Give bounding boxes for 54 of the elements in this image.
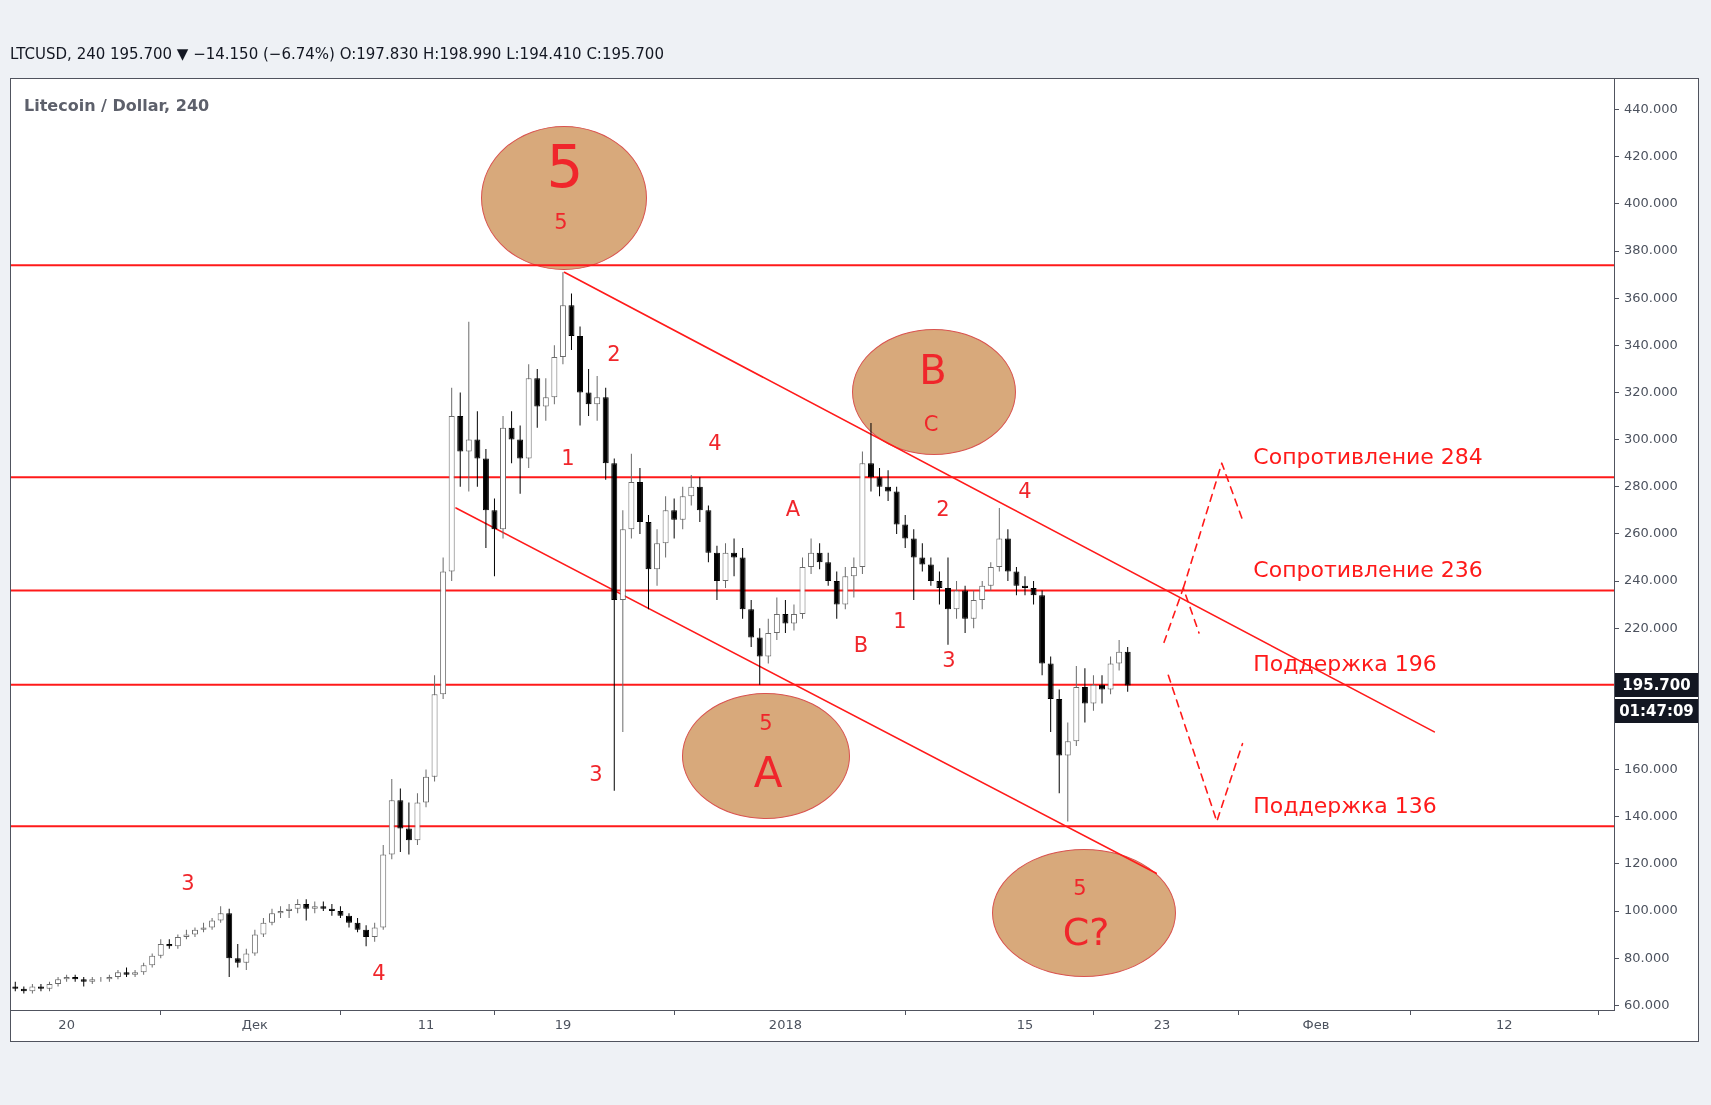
annotation: 3 <box>942 648 956 673</box>
y-tick-label: 140.000 <box>1624 808 1678 824</box>
annotation: 4 <box>1018 479 1032 504</box>
y-tick-label: 420.000 <box>1624 148 1678 164</box>
annotation: 2 <box>936 497 950 522</box>
text: 01:47:09 <box>1619 701 1694 720</box>
y-tick-label: 160.000 <box>1624 760 1678 776</box>
x-tick-label: Фев <box>1302 1017 1330 1033</box>
annotation: 2 <box>607 342 621 367</box>
y-tick-label: 120.000 <box>1624 855 1678 871</box>
y-tick-label: 360.000 <box>1624 289 1678 305</box>
y-tick-label: 300.000 <box>1624 430 1678 446</box>
x-tick-label: 15 <box>1016 1017 1034 1033</box>
x-tick-label: 23 <box>1153 1017 1171 1033</box>
annotation: 5 <box>554 210 568 235</box>
x-tick-label: 19 <box>554 1017 572 1033</box>
annotation: 5 <box>759 711 773 736</box>
y-tick-label: 220.000 <box>1624 619 1678 635</box>
y-tick-label: 400.000 <box>1624 195 1678 211</box>
annotation: 3 <box>181 871 195 896</box>
annotation: 5 <box>546 133 584 202</box>
y-tick-label: 280.000 <box>1624 478 1678 494</box>
y-tick-label: 380.000 <box>1624 242 1678 258</box>
y-tick-label: 80.000 <box>1624 949 1670 965</box>
annotation: B <box>919 347 947 394</box>
annotation: 1 <box>893 609 907 634</box>
annotation: A <box>753 747 783 797</box>
ref-line-label: Сопротивление 284 <box>1253 444 1483 470</box>
y-tick-label: 340.000 <box>1624 336 1678 352</box>
x-tick-label: 12 <box>1495 1017 1513 1033</box>
annotation: 1 <box>561 446 575 471</box>
annotation: 5 <box>1073 876 1087 901</box>
y-tick-label: 100.000 <box>1624 902 1678 918</box>
x-tick-label: 11 <box>417 1017 435 1033</box>
y-tick-label: 440.000 <box>1624 101 1678 117</box>
x-tick-label: Дек <box>241 1017 269 1033</box>
x-tick-label: 20 <box>58 1017 75 1033</box>
x-tick-label: 2018 <box>768 1017 802 1033</box>
annotation: C? <box>1062 909 1110 954</box>
annotation: 4 <box>708 431 722 456</box>
chart-title: LTCUSD, 240 195.700 ▼ −14.150 (−6.74%) O:197.830 H:198.990 L:194.410 C:195.700 <box>10 44 664 64</box>
annotation: C <box>923 412 939 437</box>
annotation: A <box>785 497 801 522</box>
y-tick-label: 320.000 <box>1624 383 1678 399</box>
annotation: B <box>853 633 869 658</box>
annotation: 3 <box>589 762 603 787</box>
text: Litecoin / Dollar, 240 <box>24 96 210 116</box>
text: 195.700 <box>1622 675 1691 694</box>
y-tick-label: 260.000 <box>1624 525 1678 541</box>
annotation: 4 <box>372 961 386 986</box>
ref-line-label: Сопротивление 236 <box>1253 557 1483 583</box>
ref-line-label: Поддержка 136 <box>1253 792 1437 818</box>
y-tick-label: 60.000 <box>1624 996 1670 1012</box>
y-tick-label: 240.000 <box>1624 572 1678 588</box>
